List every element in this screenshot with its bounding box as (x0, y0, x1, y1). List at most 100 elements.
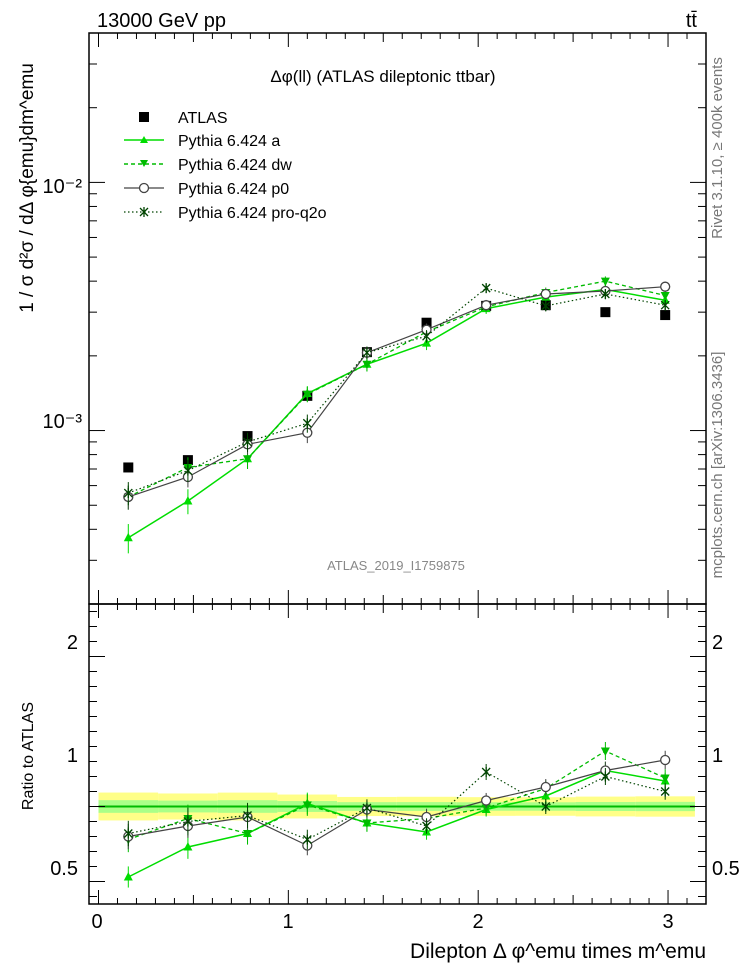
data-point (600, 771, 610, 782)
data-point (660, 774, 670, 783)
energy-label: 13000 GeV pp (97, 10, 226, 32)
series-line (128, 286, 666, 498)
legend-label: Pythia 6.424 dw (178, 157, 292, 174)
data-point (600, 307, 611, 318)
data-point (540, 781, 551, 793)
series-line (127, 769, 666, 878)
data-point (600, 289, 610, 300)
data-point (422, 331, 432, 342)
data-point (362, 360, 372, 370)
ratio-tick-label-right: 1 (712, 745, 723, 767)
data-point (123, 828, 133, 839)
legend-marker-atlas (139, 112, 149, 122)
data-point (243, 810, 252, 821)
data-point (302, 834, 312, 845)
x-tick-label: 2 (472, 911, 483, 933)
legend-label: ATLAS (178, 110, 228, 127)
data-point (183, 842, 193, 851)
data-point (243, 436, 252, 447)
data-point (183, 816, 193, 827)
data-point (660, 786, 670, 797)
data-point (302, 418, 312, 429)
ratio-tick-label: 2 (67, 632, 78, 654)
ratio-series-group (123, 742, 671, 888)
legend-entry: Pythia 6.424 pro-q2o (124, 205, 327, 222)
legend-marker-dw (140, 160, 148, 167)
data-point (123, 872, 133, 881)
data-point (481, 804, 491, 813)
data-point (302, 801, 312, 810)
x-tick-label: 0 (91, 911, 102, 933)
data-point (660, 300, 670, 311)
series-line (128, 287, 666, 494)
data-point (243, 455, 253, 464)
series-main-2 (123, 276, 670, 510)
legend-entry: Pythia 6.424 p0 (124, 181, 289, 198)
data-point (481, 300, 492, 311)
legend-marker-p0 (138, 182, 150, 194)
data-point (660, 754, 671, 766)
legend-entry: Pythia 6.424 dw (124, 157, 292, 174)
data-point (123, 532, 133, 542)
data-point (541, 300, 551, 311)
data-point (362, 803, 372, 813)
data-point (660, 310, 671, 321)
data-point (541, 801, 551, 812)
ratio-tick-label: 1 (67, 745, 78, 767)
data-point (481, 795, 492, 806)
y-tick-label: 10⁻³ (43, 411, 83, 433)
data-point (540, 288, 551, 300)
legend-entry: ATLAS (139, 110, 228, 127)
series-ratio-1 (123, 762, 670, 888)
ratio-tick-label-right: 0.5 (712, 858, 740, 880)
series-ratio-4 (123, 763, 670, 850)
data-point (302, 390, 312, 400)
legend-entry: Pythia 6.424 a (124, 133, 280, 150)
main-axis-ticks (89, 32, 706, 605)
ratio-axis-title: Ratio to ATLAS (20, 702, 37, 810)
series-main-3 (123, 281, 671, 510)
data-point (362, 347, 372, 358)
ratio-tick-label: 0.5 (50, 858, 78, 880)
data-point (183, 465, 193, 476)
legend-marker-pro-q2o (139, 207, 149, 217)
series-line (128, 759, 666, 847)
rivet-version-label: Rivet 3.1.10, ≥ 400k events (709, 57, 726, 239)
legend-marker-a (140, 136, 148, 143)
ratio-axis-ticks (89, 604, 706, 904)
legend-label: Pythia 6.424 pro-q2o (178, 205, 327, 222)
series-line (128, 750, 666, 841)
series-main-1 (123, 284, 670, 554)
series-main-0 (123, 300, 671, 473)
data-point (481, 283, 491, 294)
data-point (421, 317, 432, 328)
data-point (183, 496, 193, 505)
mcplots-label: mcplots.cern.ch [arXiv:1306.3436] (709, 352, 726, 579)
legend-label: Pythia 6.424 p0 (178, 181, 289, 198)
legend-label: Pythia 6.424 a (178, 133, 280, 150)
y-tick-label: 10⁻² (43, 176, 83, 198)
data-point (422, 821, 432, 831)
data-point (481, 767, 491, 777)
y-axis-title: 1 / σ d²σ / dΔ φ{emu}dm^emu (17, 63, 38, 313)
series-line (128, 280, 666, 498)
analysis-label: ATLAS_2019_I1759875 (327, 558, 465, 573)
data-point (243, 830, 253, 839)
data-point (660, 281, 671, 292)
data-point (600, 277, 610, 287)
x-axis-title: Dilepton Δ φ^emu times m^emu (410, 940, 706, 963)
series-main-4 (123, 283, 670, 506)
data-point (362, 819, 372, 828)
x-tick-label: 1 (282, 911, 293, 933)
main-series-group (123, 276, 671, 554)
x-tick-label: 3 (662, 911, 673, 933)
data-point (600, 747, 610, 756)
plot-title: Δφ(ll) (ATLAS dileptonic ttbar) (270, 67, 495, 86)
legend: ATLAS Pythia 6.424 a Pythia 6.424 dw Pyt… (124, 110, 327, 222)
data-point (660, 292, 670, 301)
ratio-tick-label-right: 2 (712, 632, 723, 654)
data-point (123, 462, 134, 473)
process-label: tt̄ (686, 10, 698, 32)
